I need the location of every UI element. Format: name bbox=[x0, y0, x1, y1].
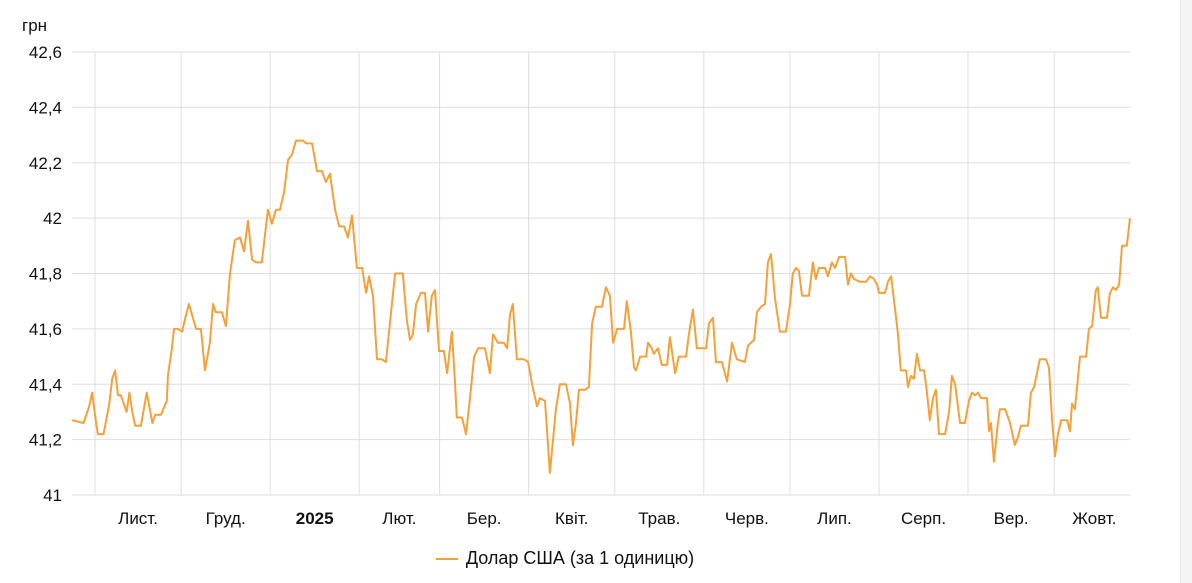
y-tick-label: 42,2 bbox=[29, 154, 62, 173]
x-tick-label: Бер. bbox=[467, 509, 502, 528]
x-tick-label: Лист. bbox=[118, 509, 158, 528]
x-tick-label: Квіт. bbox=[555, 509, 588, 528]
y-tick-label: 42,4 bbox=[29, 98, 62, 117]
grid bbox=[72, 51, 1130, 496]
y-tick-label: 42,6 bbox=[29, 43, 62, 62]
x-tick-label: Груд. bbox=[206, 509, 246, 528]
x-tick-label: Лют. bbox=[382, 509, 416, 528]
y-tick-label: 41,4 bbox=[29, 375, 62, 394]
y-tick-label: 42 bbox=[43, 209, 62, 228]
x-tick-label: Трав. bbox=[638, 509, 680, 528]
scrollbar[interactable] bbox=[1180, 0, 1192, 583]
y-tick-label: 41,2 bbox=[29, 431, 62, 450]
x-tick-label: Вер. bbox=[994, 509, 1029, 528]
x-tick-label: Серп. bbox=[901, 509, 946, 528]
x-tick-label: Лип. bbox=[817, 509, 852, 528]
y-tick-label: 41,6 bbox=[29, 320, 62, 339]
x-tick-label: 2025 bbox=[296, 509, 334, 528]
y-tick-label: 41 bbox=[43, 486, 62, 505]
y-tick-label: 41,8 bbox=[29, 265, 62, 284]
legend-label-usd: Долар США (за 1 одиницю) bbox=[465, 548, 695, 568]
y-axis-unit-label: грн bbox=[22, 16, 47, 35]
series-layer bbox=[71, 139, 1131, 474]
x-tick-label: Жовт. bbox=[1072, 509, 1116, 528]
series-line-usd bbox=[71, 139, 1131, 474]
legend[interactable]: Долар США (за 1 одиницю) bbox=[0, 548, 1130, 569]
legend-swatch-usd bbox=[435, 557, 458, 560]
x-axis: Лист. Груд. 2025 Лют. Бер. Квіт. Трав. Черв. Лип… bbox=[118, 509, 1116, 528]
x-tick-label: Черв. bbox=[725, 509, 769, 528]
y-axis: 41 41,2 41,4 41,6 41,8 42 42,2 42,4 42,6 bbox=[29, 43, 62, 505]
